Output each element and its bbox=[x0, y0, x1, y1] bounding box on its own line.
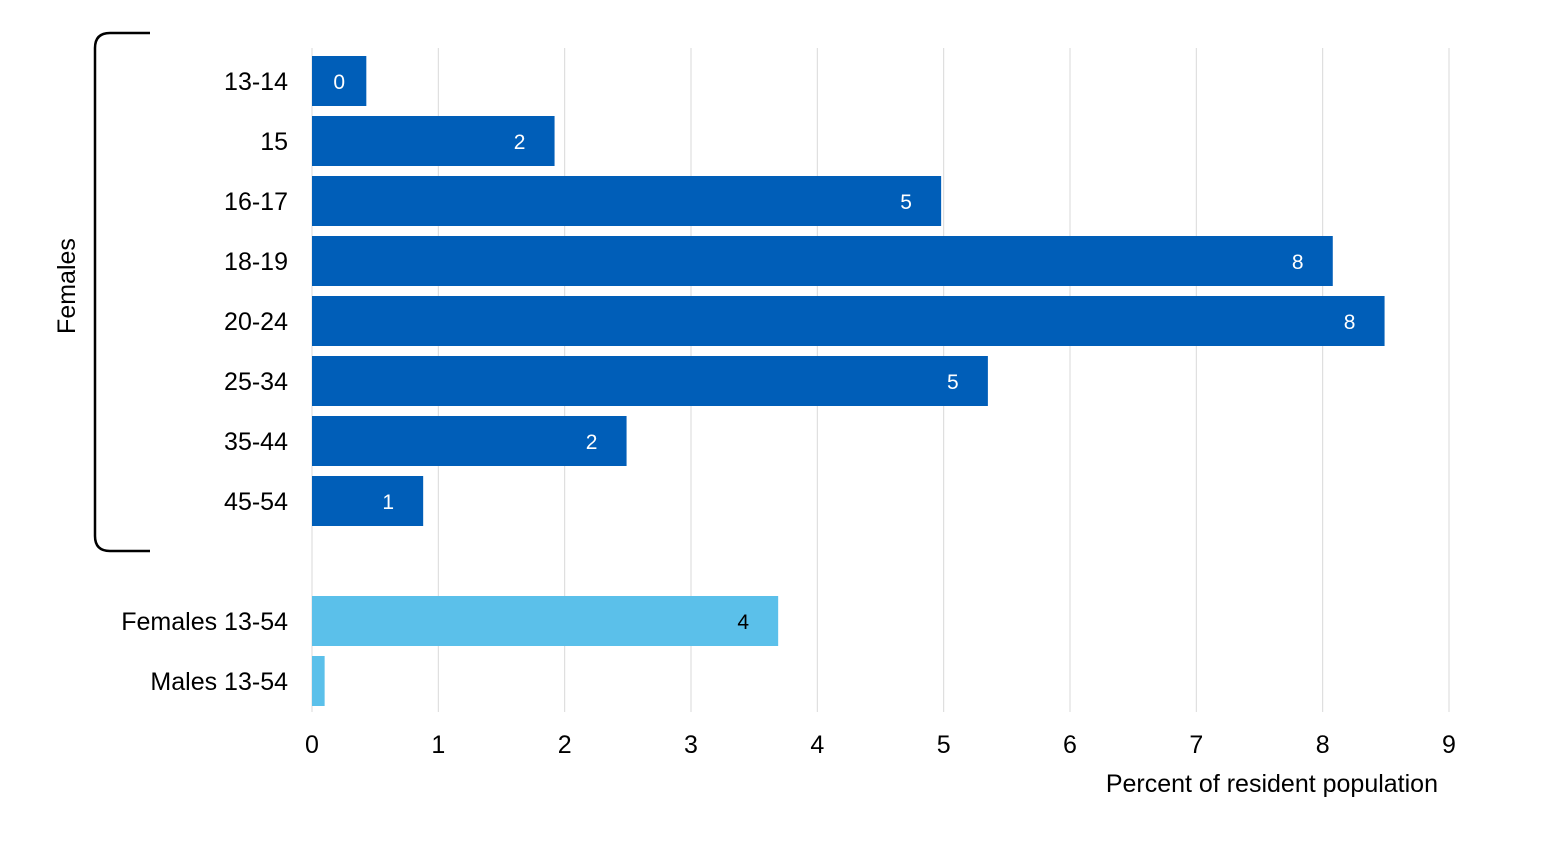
x-tick-label: 7 bbox=[1189, 731, 1203, 759]
x-tick-label: 1 bbox=[431, 731, 445, 759]
bar bbox=[312, 236, 1333, 286]
category-label: 35-44 bbox=[224, 428, 288, 456]
category-label: 20-24 bbox=[224, 308, 288, 336]
bar bbox=[312, 476, 424, 526]
x-tick-label: 8 bbox=[1316, 731, 1330, 759]
x-tick-label: 2 bbox=[558, 731, 572, 759]
bar bbox=[312, 296, 1385, 346]
bar bbox=[312, 356, 988, 406]
data-label: 1 bbox=[382, 491, 394, 514]
category-label: 15 bbox=[260, 128, 288, 156]
data-label: 8 bbox=[1344, 311, 1356, 334]
x-tick-label: 3 bbox=[684, 731, 698, 759]
bracket-shape bbox=[93, 31, 150, 553]
data-label: 5 bbox=[900, 191, 912, 214]
x-tick-label: 0 bbox=[305, 731, 319, 759]
category-label: Females 13-54 bbox=[121, 608, 288, 636]
bar bbox=[312, 656, 325, 706]
group-bracket: Females bbox=[53, 31, 150, 553]
bar bbox=[312, 56, 367, 106]
category-label: 45-54 bbox=[224, 488, 288, 516]
data-label: 4 bbox=[737, 611, 749, 634]
data-label: 2 bbox=[586, 431, 598, 454]
bar bbox=[312, 416, 627, 466]
category-label: 16-17 bbox=[224, 188, 288, 216]
x-axis-label: Percent of resident population bbox=[1106, 770, 1438, 798]
bars bbox=[312, 56, 1385, 706]
x-axis-ticks: 0 1 2 3 4 5 6 7 8 9 bbox=[305, 731, 1456, 759]
data-label: 5 bbox=[947, 371, 959, 394]
bar bbox=[312, 596, 779, 646]
x-tick-label: 4 bbox=[810, 731, 824, 759]
x-tick-label: 6 bbox=[1063, 731, 1077, 759]
category-label: 13-14 bbox=[224, 68, 288, 96]
data-label: 2 bbox=[514, 131, 526, 154]
category-label: 25-34 bbox=[224, 368, 288, 396]
category-labels: 13-14 15 16-17 18-19 20-24 25-34 35-44 45-54 Fem… bbox=[121, 68, 288, 696]
data-label: 0 bbox=[333, 71, 345, 94]
data-labels: 0 2 5 8 8 5 2 1 4 bbox=[333, 71, 1355, 634]
category-label: 18-19 bbox=[224, 248, 288, 276]
category-label: Males 13-54 bbox=[150, 668, 288, 696]
bar bbox=[312, 176, 942, 226]
x-tick-label: 9 bbox=[1442, 731, 1456, 759]
group-label: Females bbox=[53, 238, 81, 334]
x-tick-label: 5 bbox=[937, 731, 951, 759]
bar bbox=[312, 116, 555, 166]
data-label: 8 bbox=[1292, 251, 1304, 274]
